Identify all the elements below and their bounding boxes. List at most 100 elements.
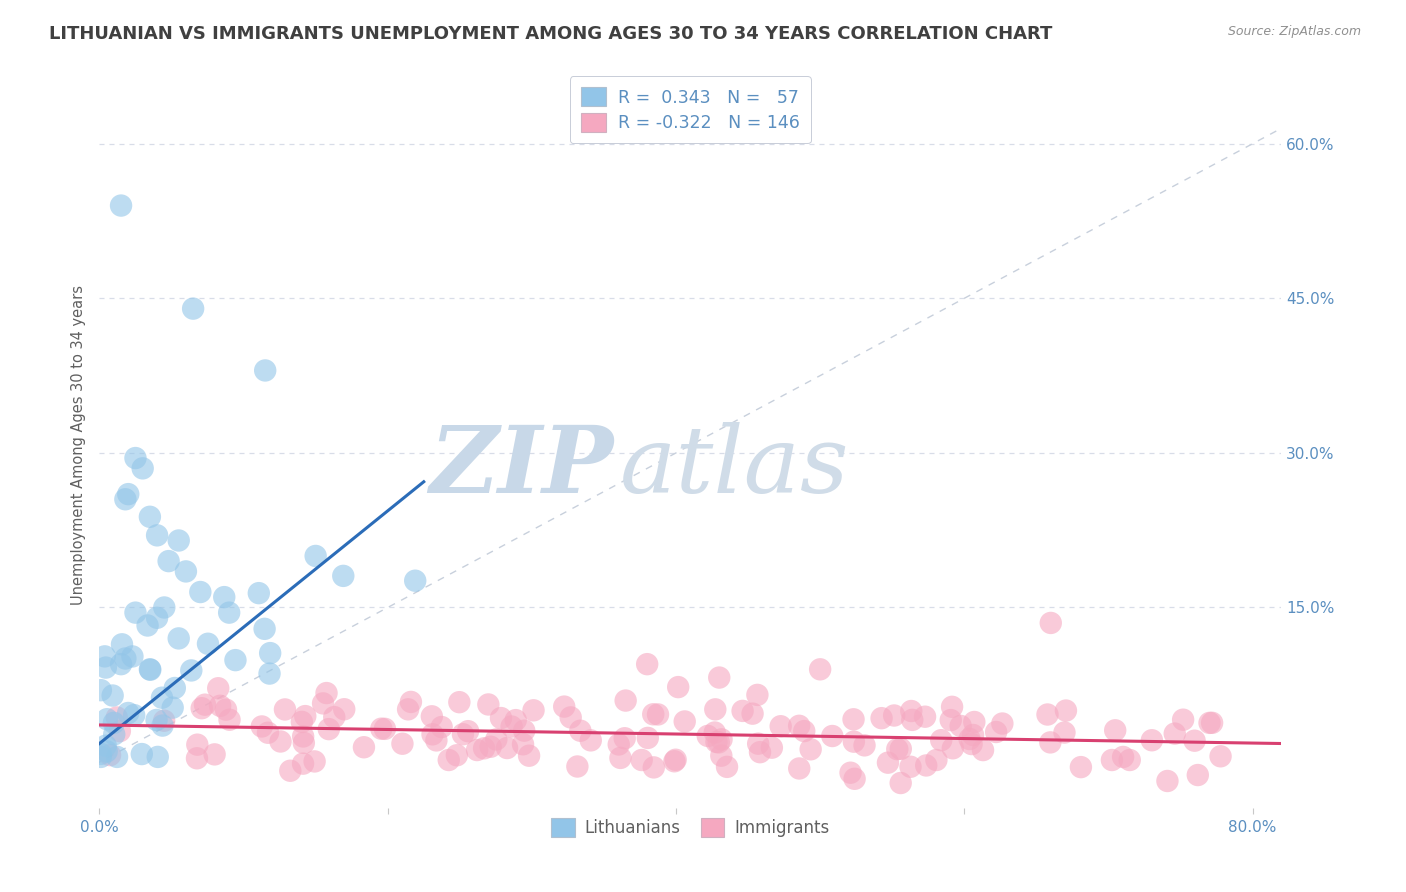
Point [890,776,912,790]
Point [472,741,495,756]
Point [218,606,240,620]
Point [485,732,508,747]
Point [259,646,281,660]
Point [709,671,731,685]
Point [117,706,139,720]
Point [808,662,831,676]
Point [215,703,238,717]
Text: atlas: atlas [620,422,849,512]
Point [150,690,173,705]
Point [96,712,118,726]
Point [1198,715,1220,730]
Point [665,753,688,767]
Point [569,723,592,738]
Point [292,730,315,744]
Point [1054,704,1077,718]
Legend: Lithuanians, Immigrants: Lithuanians, Immigrants [544,812,837,844]
Point [517,748,540,763]
Text: LITHUANIAN VS IMMIGRANTS UNEMPLOYMENT AMONG AGES 30 TO 34 YEARS CORRELATION CHAR: LITHUANIAN VS IMMIGRANTS UNEMPLOYMENT AM… [49,25,1053,43]
Point [1156,774,1178,789]
Point [1070,760,1092,774]
Point [292,756,315,771]
Point [274,702,297,716]
Point [207,681,229,696]
Point [174,565,197,579]
Point [567,759,589,773]
Point [513,723,536,738]
Point [197,637,219,651]
Point [1053,725,1076,739]
Point [1104,723,1126,738]
Point [749,745,772,759]
Point [103,715,125,730]
Point [90,747,112,761]
Point [181,301,204,316]
Point [643,760,665,774]
Point [883,708,905,723]
Point [247,586,270,600]
Point [839,765,862,780]
Point [139,663,162,677]
Point [505,713,527,727]
Point [1112,750,1135,764]
Point [1101,753,1123,767]
Text: ZIP: ZIP [429,422,613,512]
Point [703,725,725,739]
Point [186,738,208,752]
Point [163,681,186,695]
Point [886,742,908,756]
Point [117,487,139,501]
Point [901,713,924,727]
Point [647,707,669,722]
Point [553,699,575,714]
Point [145,713,167,727]
Point [194,698,217,712]
Point [370,722,392,736]
Point [821,729,844,743]
Point [110,657,132,672]
Point [637,731,659,745]
Point [446,748,468,763]
Point [139,509,162,524]
Point [915,758,938,772]
Point [136,618,159,632]
Point [761,740,783,755]
Point [579,733,602,747]
Point [991,716,1014,731]
Point [673,714,696,729]
Point [1209,749,1232,764]
Point [190,701,212,715]
Point [399,695,422,709]
Point [111,637,134,651]
Point [870,711,893,725]
Point [96,744,118,758]
Point [477,698,499,712]
Point [98,748,121,763]
Point [900,704,922,718]
Point [333,702,356,716]
Point [1187,768,1209,782]
Point [842,734,865,748]
Point [769,719,792,733]
Point [167,533,190,548]
Point [323,710,346,724]
Point [1184,733,1206,747]
Text: Source: ZipAtlas.com: Source: ZipAtlas.com [1227,25,1361,38]
Point [114,492,136,507]
Point [94,649,117,664]
Point [451,727,474,741]
Point [914,709,936,723]
Point [972,743,994,757]
Point [941,699,963,714]
Point [706,735,728,749]
Point [391,737,413,751]
Point [479,739,502,754]
Point [787,762,810,776]
Point [636,657,658,672]
Point [105,750,128,764]
Point [1119,753,1142,767]
Point [131,747,153,761]
Point [457,724,479,739]
Point [929,733,952,747]
Point [90,683,112,698]
